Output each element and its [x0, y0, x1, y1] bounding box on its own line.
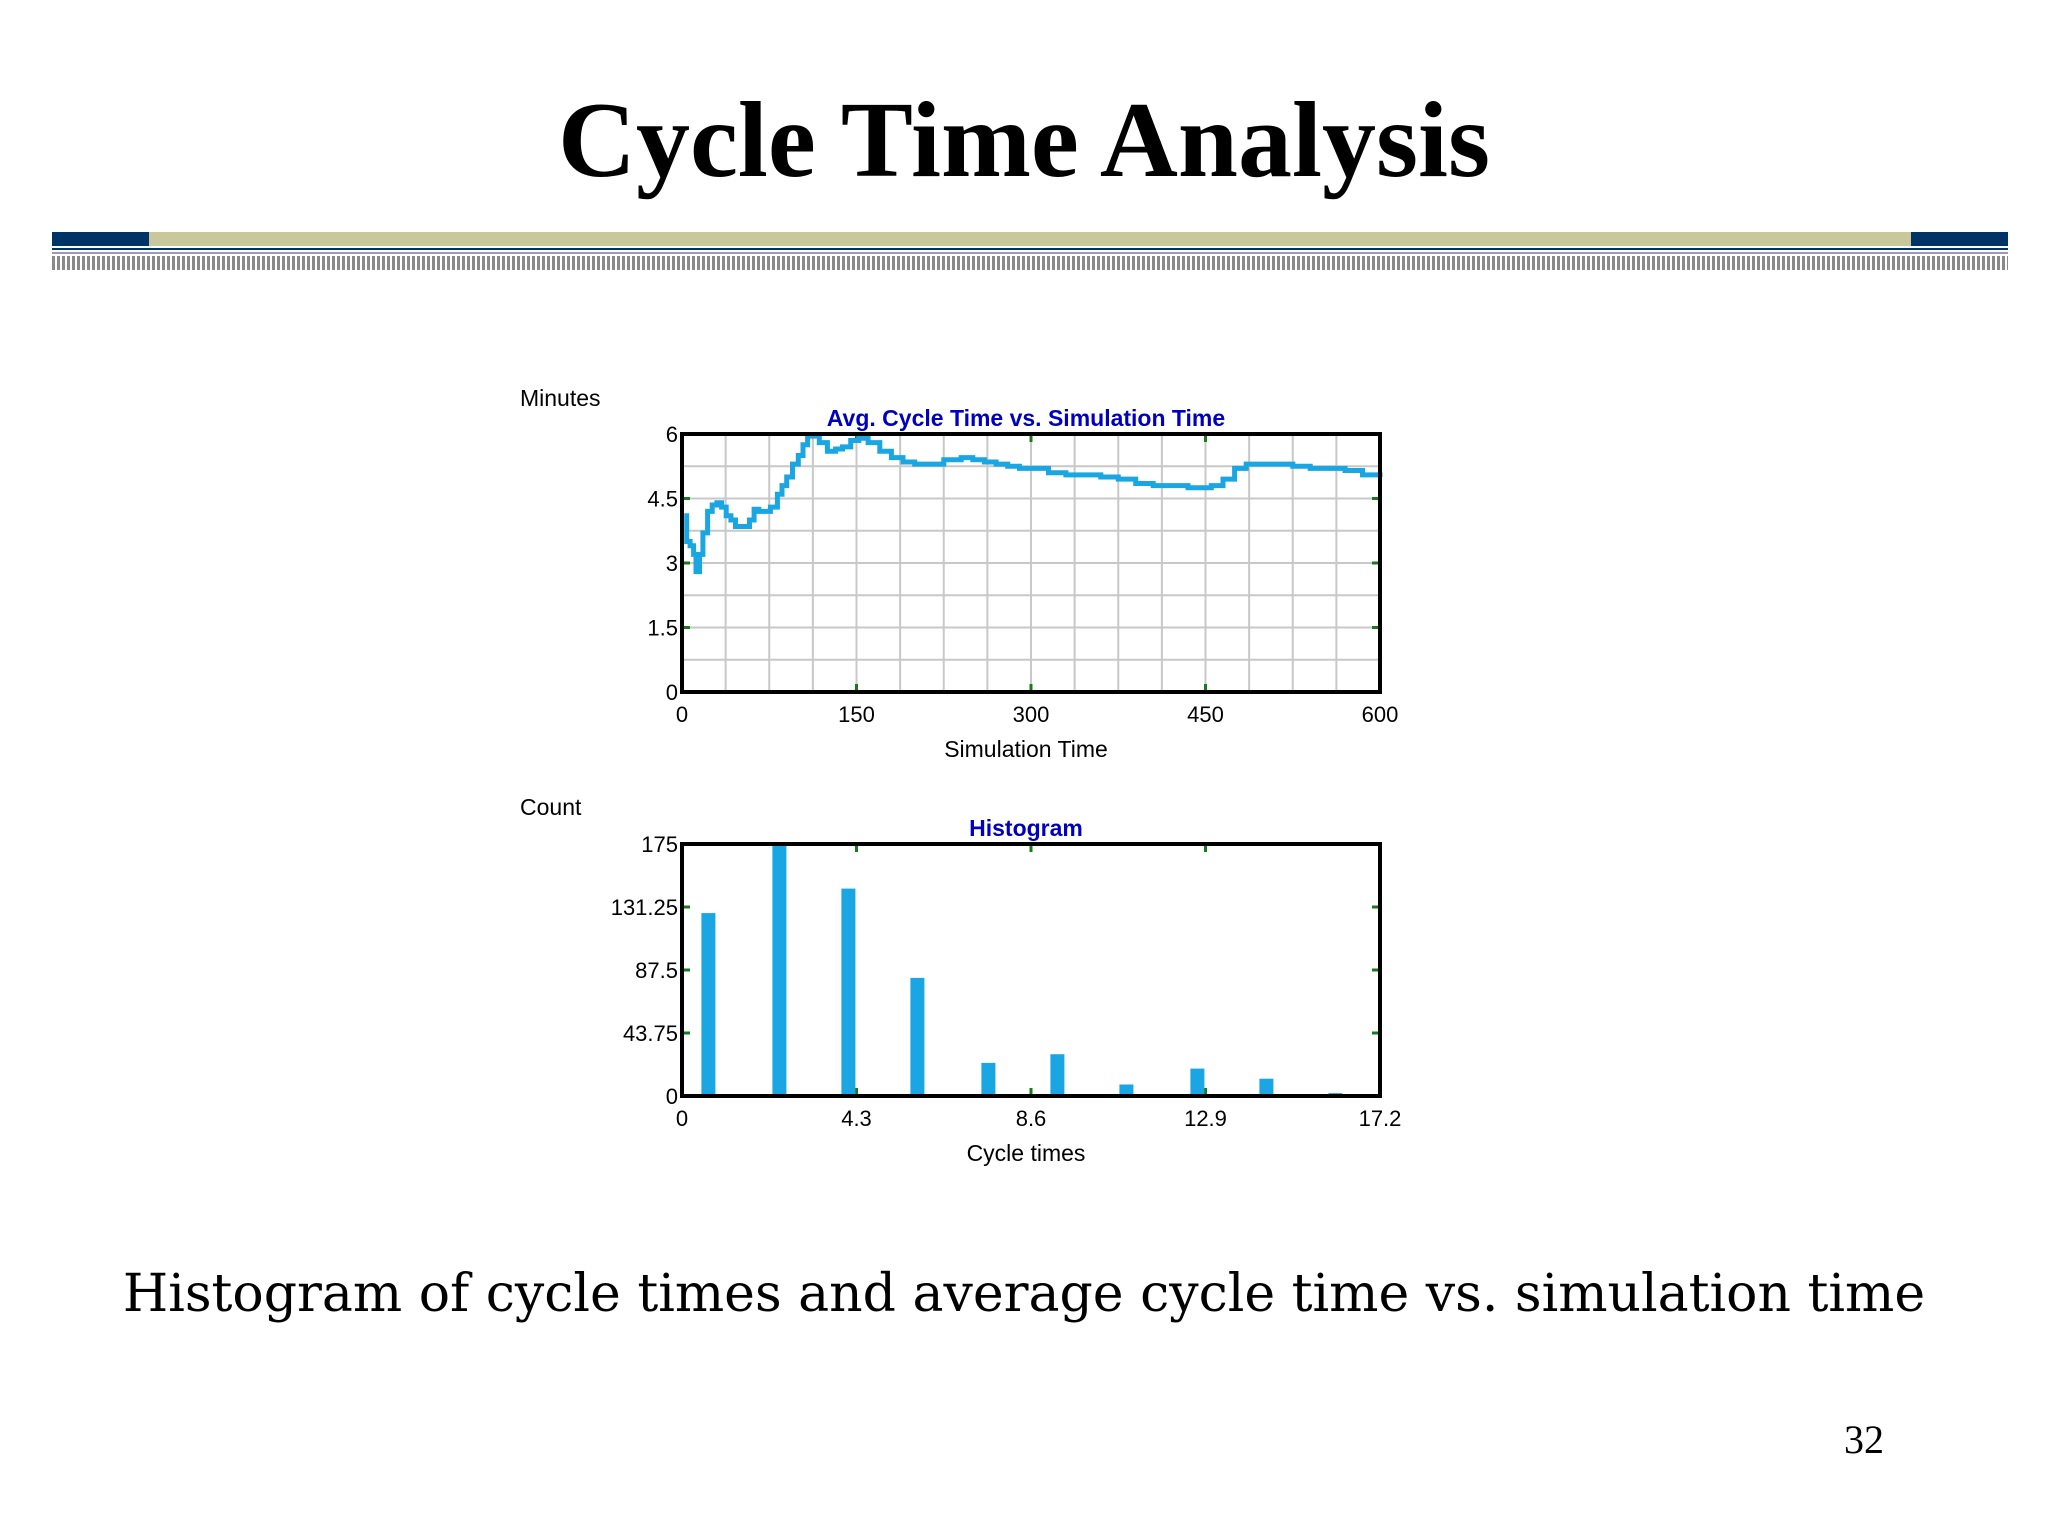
line-chart-y-tick-label: 0	[666, 680, 678, 705]
histogram-y-tick-label: 175	[641, 832, 678, 857]
line-chart-title: Avg. Cycle Time vs. Simulation Time	[827, 405, 1225, 431]
line-chart-x-tick-label: 450	[1187, 702, 1224, 727]
histogram-y-tick-label: 43.75	[623, 1021, 678, 1046]
histogram-bar	[981, 1062, 996, 1096]
line-chart-x-tick-label: 0	[676, 702, 688, 727]
line-chart-y-tick-label: 3	[666, 551, 678, 576]
line-chart-xlabel: Simulation Time	[944, 736, 1108, 762]
histogram-xlabel: Cycle times	[967, 1140, 1086, 1166]
histogram-chart: Count Histogram Cycle times 0 4.3 8.6 12.9 1…	[520, 794, 1401, 1166]
divider-center-band	[149, 232, 1911, 246]
line-chart-x-tick-label: 600	[1362, 702, 1399, 727]
line-chart-x-tick-label: 150	[838, 702, 875, 727]
line-chart-x-tick-label: 300	[1013, 702, 1050, 727]
histogram-bar	[1259, 1078, 1274, 1096]
histogram-x-tick-label: 12.9	[1184, 1106, 1227, 1131]
histogram-title: Histogram	[969, 815, 1083, 841]
histogram-x-tick-label: 4.3	[841, 1106, 872, 1131]
histogram-x-tick-label: 17.2	[1359, 1106, 1402, 1131]
title-divider	[52, 232, 2008, 270]
histogram-bar	[841, 888, 856, 1096]
line-chart-plot-frame	[680, 432, 1382, 694]
histogram-x-tick-label: 0	[676, 1106, 688, 1131]
histogram-y-tick-label: 131.25	[611, 895, 678, 920]
histogram-bar	[1190, 1068, 1205, 1096]
histogram-bar	[1119, 1084, 1134, 1096]
page-number: 32	[1844, 1417, 1884, 1462]
line-chart-y-tick-label: 1.5	[647, 616, 678, 641]
divider-left-block	[52, 232, 149, 246]
line-chart-ylabel: Minutes	[520, 385, 601, 411]
divider-dotted-band	[52, 256, 2008, 270]
histogram-x-tick-label: 8.6	[1016, 1106, 1047, 1131]
divider-right-block	[1911, 232, 2008, 246]
slide-caption: Histogram of cycle times and average cyc…	[122, 1264, 1926, 1324]
line-chart-y-tick-label: 4.5	[647, 487, 678, 512]
line-chart: Minutes Avg. Cycle Time vs. Simulation T…	[520, 385, 1398, 762]
histogram-ylabel: Count	[520, 794, 582, 820]
line-chart-series	[684, 433, 1383, 575]
histogram-plot-frame	[680, 842, 1382, 1098]
histogram-y-tick-label: 0	[666, 1084, 678, 1109]
histogram-bar	[910, 977, 925, 1096]
histogram-bar	[701, 913, 716, 1096]
slide-title: Cycle Time Analysis	[557, 81, 1491, 200]
line-chart-y-tick-label: 6	[666, 422, 678, 447]
histogram-y-tick-label: 87.5	[635, 958, 678, 983]
histogram-bar	[1050, 1054, 1065, 1096]
histogram-bar	[772, 844, 787, 1096]
